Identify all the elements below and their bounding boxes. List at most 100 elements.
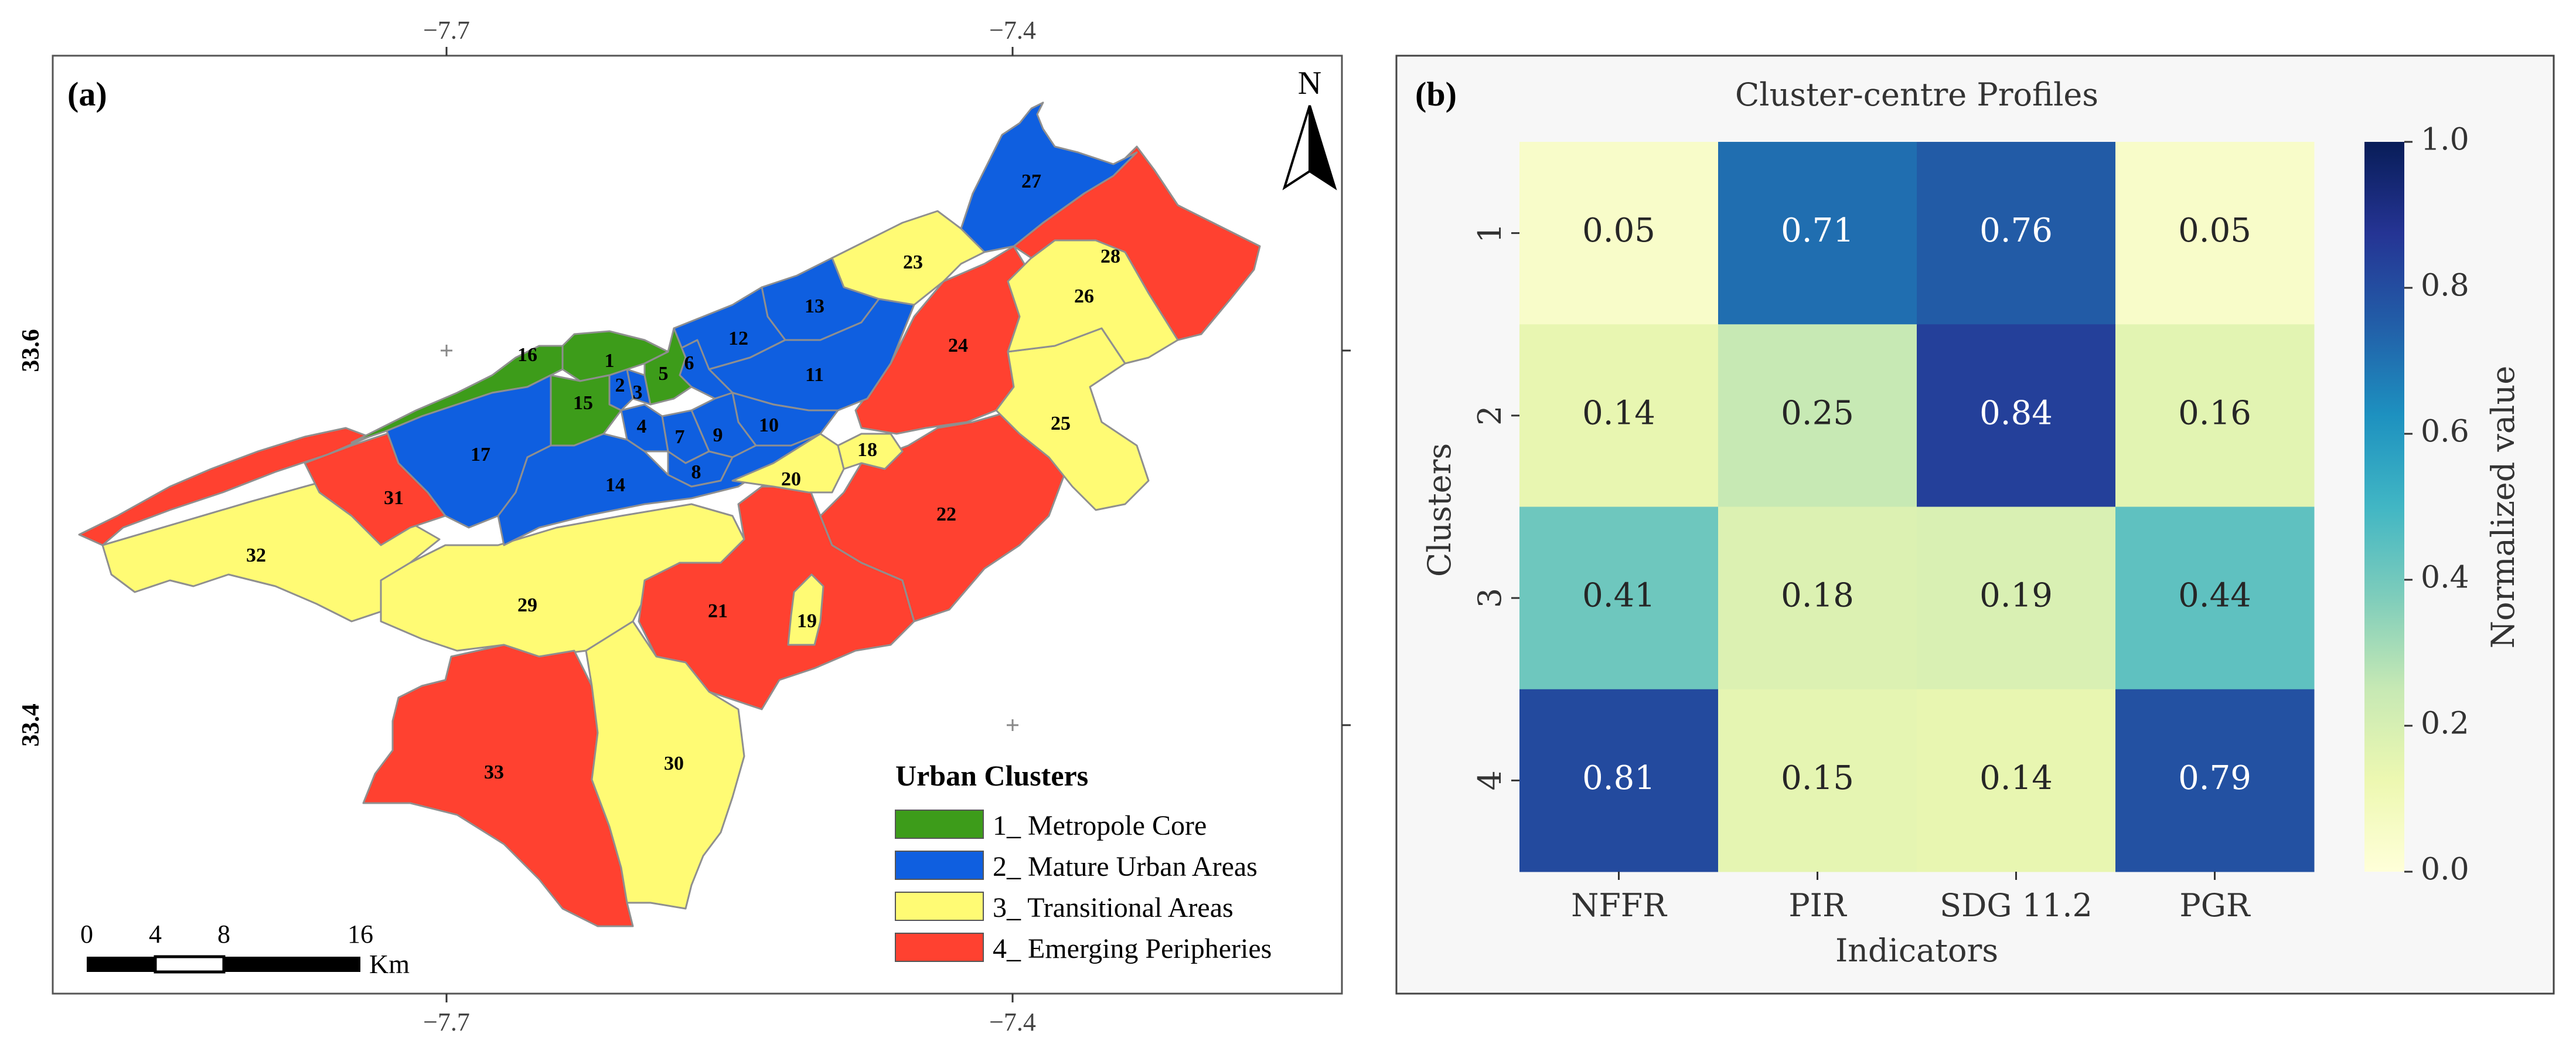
legend-swatch-4 [895,933,984,962]
svg-text:N: N [1298,65,1321,101]
scale-unit: Km [369,949,410,979]
heatmap-cell [2115,506,2315,690]
lon-tick-bottom-2: −7.4 [989,1008,1036,1036]
heatmap-value-label: 0.25 [1781,394,1854,432]
heatmap-cell [1917,506,2116,690]
zone-label-8: 8 [691,461,701,483]
panel-a-label: (a) [67,75,107,113]
zone-label-16: 16 [517,344,537,366]
colorbar-tick-label: 0.6 [2421,414,2469,450]
x-axis-label: Indicators [1835,932,1998,969]
map-legend: Urban Clusters 1_ Metropole Core 2_ Matu… [895,759,1272,964]
zone-label-19: 19 [797,610,817,632]
y-tick-label: 2 [1471,406,1508,426]
zone-label-10: 10 [759,414,779,436]
lon-tick-top-2: −7.4 [989,16,1036,45]
heatmap-value-label: 0.19 [1979,577,2053,615]
heatmap-cell [2115,324,2315,507]
north-arrow-icon: N [1282,65,1337,191]
scale-tick-16: 16 [347,920,373,948]
colorbar-label: Normalized value [2485,366,2522,648]
legend-swatch-1 [895,810,984,839]
zone-label-12: 12 [728,328,748,349]
heatmap-value-label: 0.71 [1781,212,1854,250]
legend-label-4: 4_ Emerging Peripheries [993,933,1272,964]
scale-tick-4: 4 [149,920,162,948]
zone-label-31: 31 [384,487,404,509]
colorbar-tick-label: 0.2 [2421,706,2469,742]
colorbar-tick-label: 1.0 [2421,123,2469,158]
colorbar-tick-label: 0.0 [2421,852,2469,888]
zone-label-30: 30 [664,753,684,774]
zone-label-33: 33 [484,761,504,783]
zone-label-5: 5 [659,363,669,385]
zone-label-2: 2 [615,375,625,396]
panel-a-map: −7.7 −7.4 −7.7 −7.4 33.6 33.4 (a) N [18,16,1351,1036]
y-axis-label: Clusters [1421,443,1458,577]
legend-title: Urban Clusters [895,759,1088,792]
zone-label-7: 7 [675,426,685,448]
heatmap-value-label: 0.15 [1781,759,1854,797]
zone-label-14: 14 [605,474,625,496]
heatmap-cell [1519,689,1719,872]
heatmap-cell [2115,142,2315,325]
zone-label-17: 17 [471,444,490,465]
zone-label-22: 22 [936,504,956,525]
zone-label-1: 1 [605,350,615,372]
y-tick-label: 4 [1471,770,1508,790]
zone-30[interactable] [585,620,745,910]
zone-14[interactable] [497,433,822,546]
zone-label-4: 4 [637,416,647,437]
zone-27[interactable] [960,101,1138,253]
chart-title: Cluster-centre Profiles [1735,76,2098,113]
heatmap-cell [1917,142,2116,325]
lon-tick-bottom-1: −7.7 [423,1008,470,1036]
colorbar-ticks: 0.0 0.2 0.4 0.6 0.8 1.0 [2404,123,2469,888]
legend-label-3: 3_ Transitional Areas [993,892,1234,923]
zone-label-20: 20 [781,468,801,490]
colorbar-tick-label: 0.8 [2421,268,2469,304]
zone-1[interactable] [561,330,669,382]
lon-tick-top-1: −7.7 [423,16,470,45]
x-tick-label: PIR [1788,887,1847,924]
heatmap-value-label: 0.79 [2178,759,2251,797]
zone-label-11: 11 [805,364,824,386]
heatmap-cell [1519,142,1719,325]
zone-label-32: 32 [246,545,266,566]
heatmap-cell [1917,689,2116,872]
heatmap-value-label: 0.14 [1979,759,2053,797]
zone-5[interactable] [643,327,693,406]
heatmap-value-label: 0.18 [1781,577,1854,615]
zone-label-26: 26 [1074,285,1094,307]
zone-label-9: 9 [713,424,723,446]
zone-18[interactable] [837,433,904,470]
zone-19[interactable] [787,573,824,646]
heatmap-cell-labels: 0.05 0.71 0.76 0.05 0.14 0.25 0.84 0.16 0.41 0.18… [1582,212,2251,797]
x-tick-labels: NFFR PIR SDG 11.2 PGR [1571,872,2251,924]
heatmap-value-label: 0.41 [1582,577,1655,615]
legend-label-1: 1_ Metropole Core [993,810,1207,841]
y-tick-label: 1 [1471,223,1508,243]
zone-label-23: 23 [903,251,923,273]
panel-b-label: (b) [1415,75,1457,113]
zone-label-13: 13 [805,295,824,317]
colorbar-tick-label: 0.4 [2421,560,2469,596]
heatmap-cell [1519,506,1719,690]
scale-tick-8: 8 [217,920,230,948]
heatmap-value-label: 0.81 [1582,759,1655,797]
heatmap-value-label: 0.76 [1979,212,2053,250]
lat-tick-1: 33.6 [18,329,45,372]
y-tick-label: 3 [1471,588,1508,608]
zone-label-24: 24 [948,335,968,356]
heatmap-value-label: 0.14 [1582,394,1655,432]
heatmap-value-label: 0.05 [1582,212,1655,250]
zone-label-25: 25 [1051,413,1071,434]
map-zones [78,101,1261,927]
heatmap-value-label: 0.84 [1979,394,2053,432]
scale-tick-0: 0 [80,920,93,948]
heatmap-cell [2115,689,2315,872]
y-tick-labels: 1 2 3 4 [1471,223,1519,791]
heatmap-cell [1519,324,1719,507]
x-tick-label: PGR [2179,887,2250,924]
